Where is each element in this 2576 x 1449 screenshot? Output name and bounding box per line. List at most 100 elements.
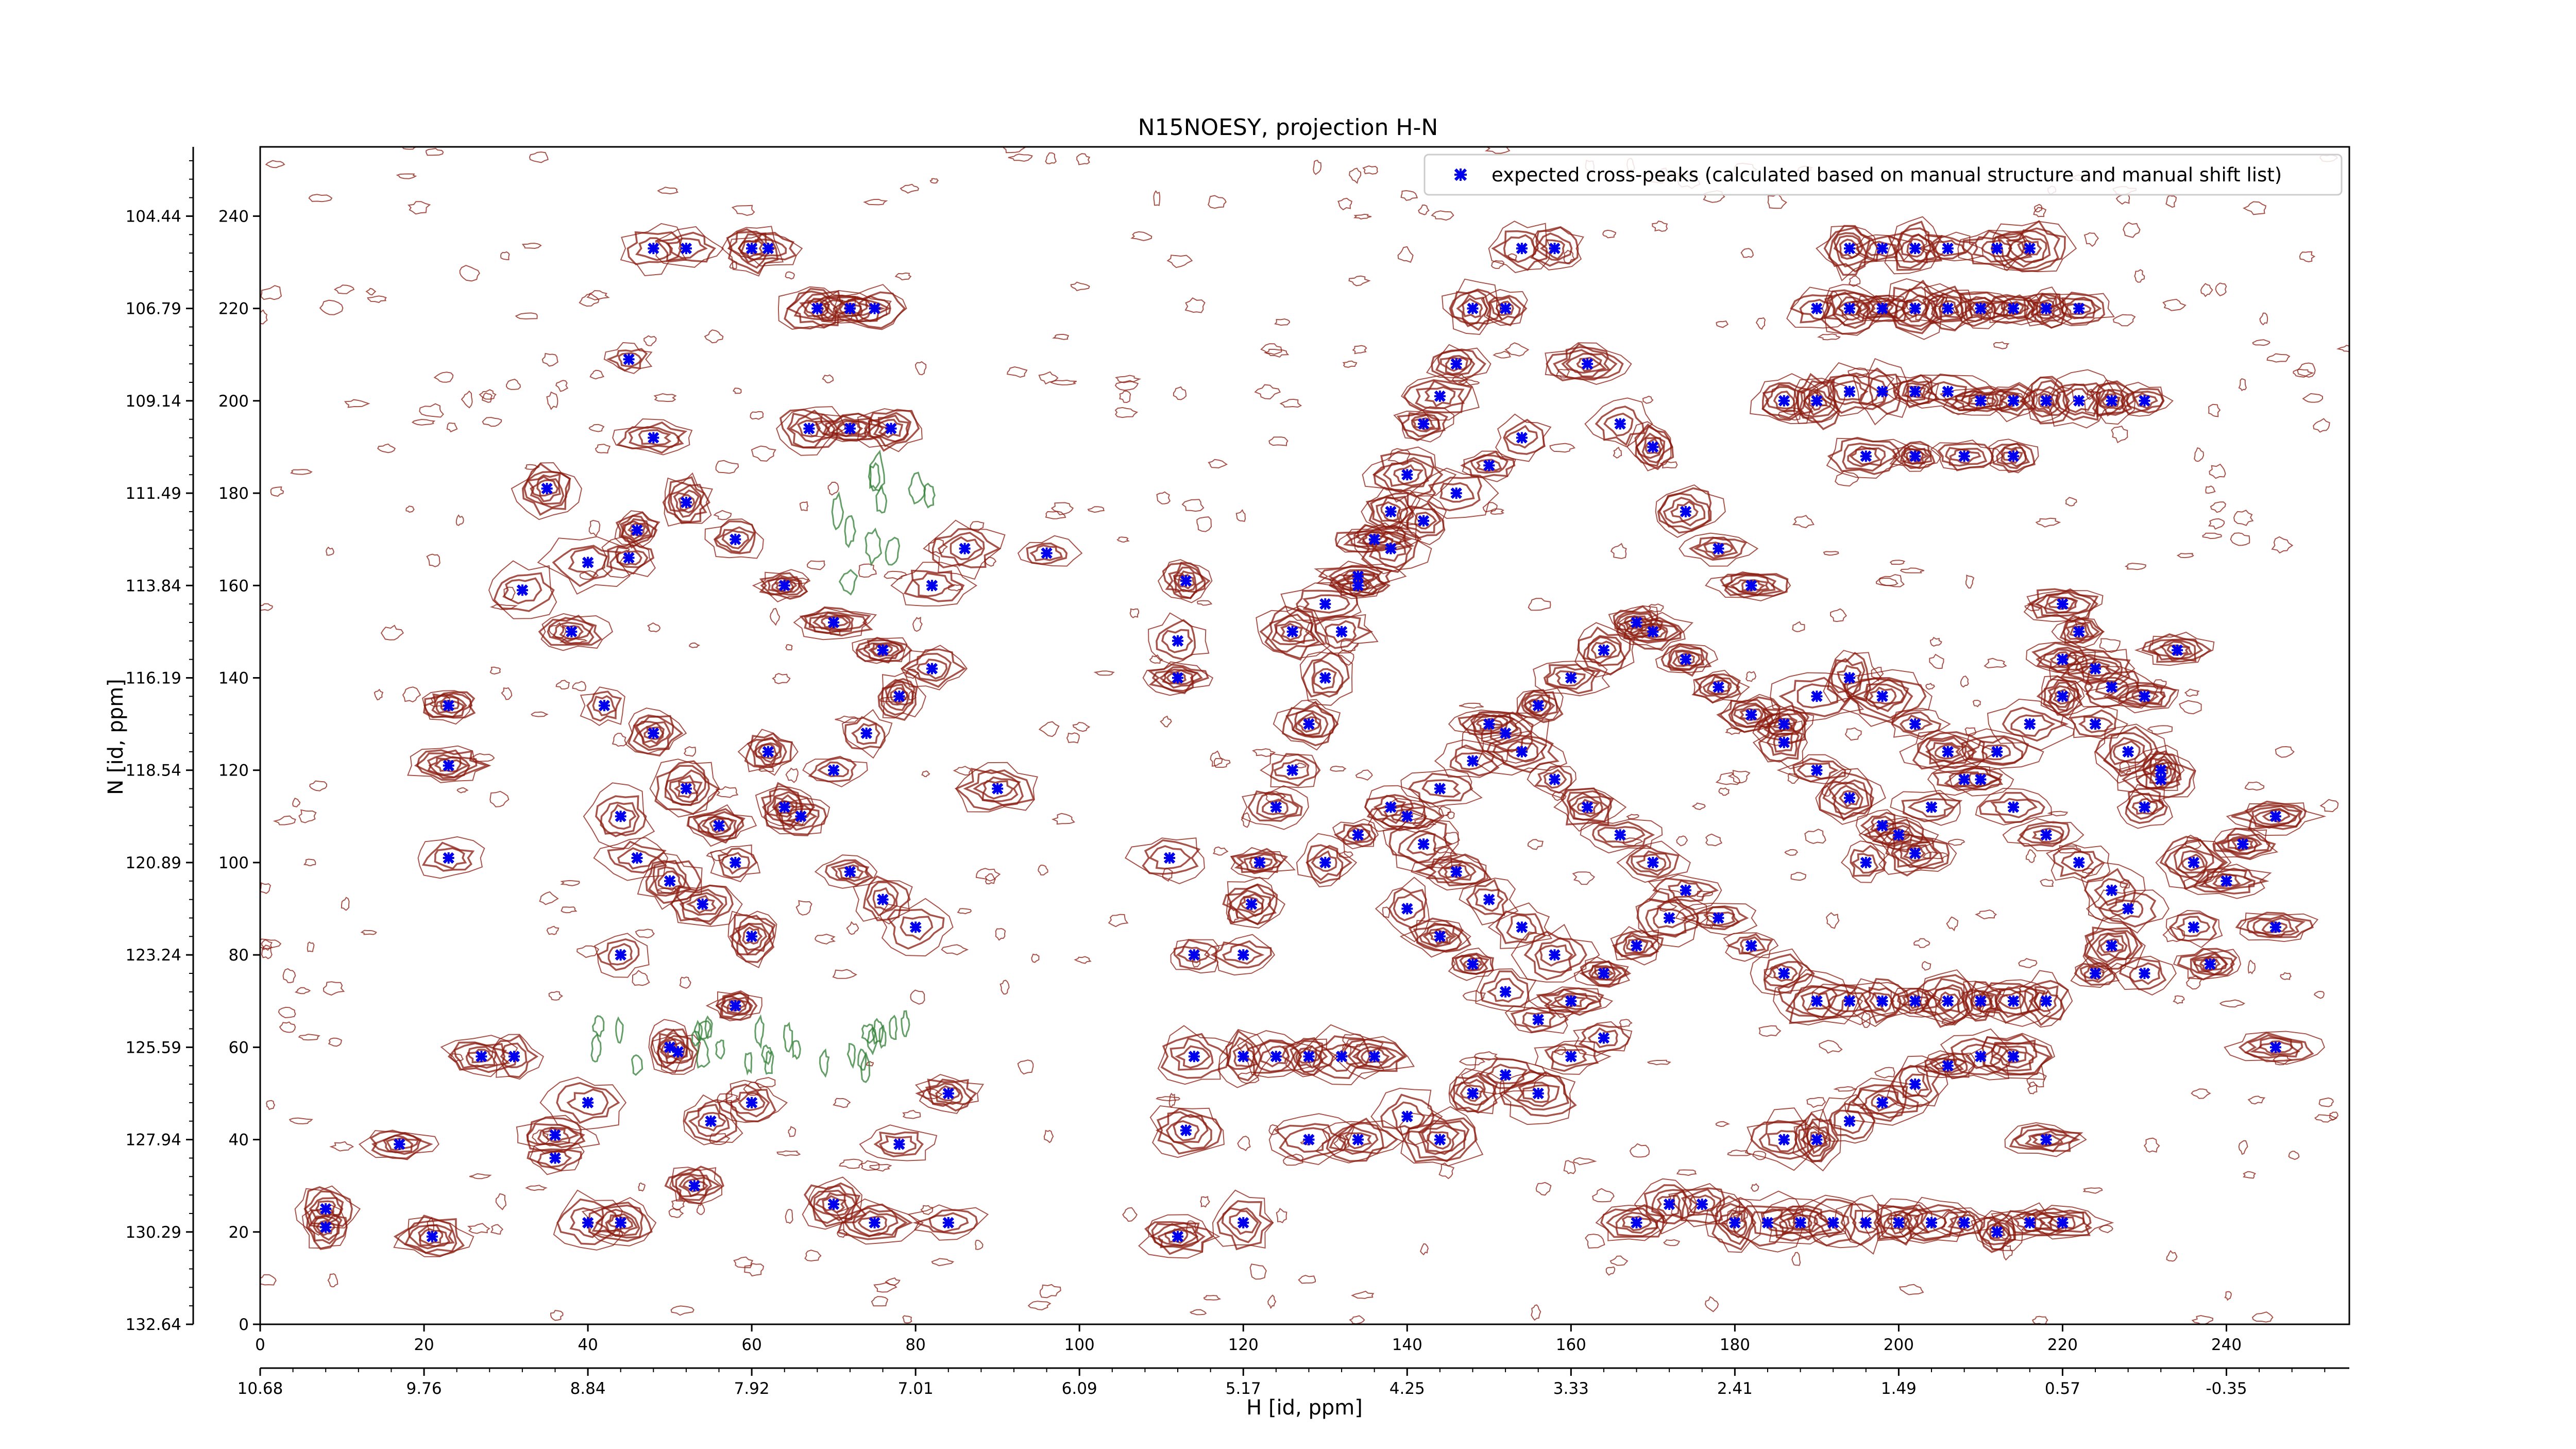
cross-peak-marker [1663,1198,1675,1210]
contour-line [1419,1243,1429,1256]
contour-line [1752,1151,1767,1160]
contour-line [675,1173,713,1198]
contour-line [615,1016,624,1044]
contour-line [572,681,587,692]
contour-line [846,1042,856,1069]
contour-line [1949,448,1981,464]
contour-line [1239,896,1263,914]
contour-line [1387,448,1411,466]
contour-line [1156,619,1196,661]
cross-peak-marker [713,820,725,832]
cross-peak-marker [1909,995,1921,1007]
contour-line [2096,933,2128,958]
contour-line [1170,939,1220,974]
contour-line [1921,961,1931,971]
contour-line [298,809,317,823]
contour-line [1900,567,1925,574]
contour-line [1400,769,1483,808]
contour-line [1439,482,1475,503]
cross-peak-marker [844,302,856,314]
contour-line [1715,772,1741,785]
contour-line [1902,294,1931,323]
contour-line [1634,623,1668,641]
contour-line [2227,837,2259,852]
contour-line [1017,535,1083,567]
cross-peak-marker [1942,1060,1954,1072]
contour-line [1484,147,1511,154]
contour-line [1361,526,1420,573]
contour-line [1470,454,1509,474]
contour-line [1623,615,1652,630]
contour-line [834,284,907,330]
cross-peak-marker [2106,681,2117,693]
x2-tick-label: 1.49 [1881,1379,1917,1398]
contour-line [1850,845,1887,877]
contour-line [1595,406,1646,446]
contour-line [1516,687,1564,728]
contour-line [1450,288,1502,331]
contour-line [656,1035,699,1072]
contour-line [371,1132,422,1155]
cross-peak-marker [2024,242,2036,255]
contour-line [1555,670,1586,687]
contour-line [664,1166,724,1205]
contour-line [2120,879,2131,889]
contour-line [1587,1027,1618,1049]
contour-line [914,361,927,376]
contour-line [1792,621,1805,632]
contour-line [1173,939,1217,970]
contour-line [2030,1133,2061,1146]
contour-line [1553,346,1618,381]
contour-line [489,666,501,675]
contour-line [2147,725,2173,735]
contour-line [1619,1019,1633,1027]
contour-line [975,1239,984,1250]
contour-line [1425,857,1486,887]
contour-line [1474,888,1504,912]
contour-line [1481,289,1528,326]
contour-line [2314,1114,2338,1123]
cross-peak-marker [762,746,774,758]
contour-line [2243,201,2267,215]
contour-line [2004,1122,2087,1157]
cross-peak-marker [1811,764,1823,776]
contour-line [1554,1046,1566,1055]
cross-peak-marker [1532,1087,1544,1100]
contour-line [1920,978,1969,1025]
contour-line [1826,374,1880,406]
contour-line [577,945,600,958]
contour-line [2134,269,2145,283]
cross-peak-marker [1467,755,1479,767]
contour-line [923,519,1006,580]
contour-line [2293,368,2314,378]
contour-line [1629,1143,1650,1158]
contour-line [307,1214,343,1245]
contour-line [908,471,926,505]
contour-line [559,638,588,644]
contour-line [755,785,815,827]
contour-line [1342,360,1358,368]
contour-line [2040,675,2085,720]
contour-line [596,938,640,971]
cross-peak-marker [1843,672,1856,684]
contour-line [1807,1131,1826,1148]
cross-peak-marker [1172,635,1184,647]
contour-line [1965,1033,2056,1080]
cross-peak-marker [1827,1217,1839,1229]
cross-peak-marker [1729,1217,1741,1229]
contour-line [1275,620,1311,644]
contour-line [328,1037,343,1047]
contour-line [822,415,882,442]
cross-peak-marker [2057,1217,2069,1229]
contour-line [674,780,699,799]
contour-line [779,409,838,449]
x-axis-label: H [id, ppm] [1246,1396,1363,1420]
contour-line [1534,937,1577,973]
contour-line [1609,1255,1629,1266]
cross-peak-marker [1647,856,1659,869]
contour-line [2131,798,2158,815]
contour-line [1138,1214,1221,1259]
contour-line [538,614,603,646]
contour-line [916,659,948,680]
contour-line [1590,641,1617,659]
